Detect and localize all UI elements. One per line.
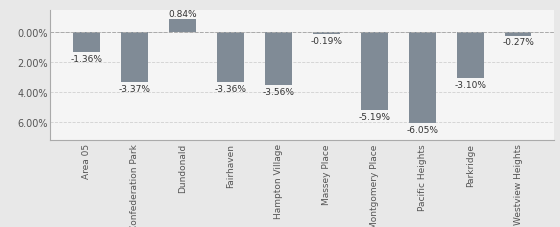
Bar (73, 32, 100, 53)
Bar (457, 32, 483, 79)
Bar (217, 32, 244, 83)
Bar (361, 32, 388, 111)
Text: -0.27%: -0.27% (502, 38, 534, 47)
Text: -0.19%: -0.19% (310, 37, 342, 46)
Text: 0.84%: 0.84% (168, 10, 197, 19)
Text: -5.19%: -5.19% (358, 112, 390, 121)
Bar (409, 32, 436, 123)
Bar (313, 32, 339, 35)
Text: -3.56%: -3.56% (263, 88, 295, 97)
Bar (505, 32, 531, 37)
Text: -1.36%: -1.36% (71, 55, 102, 64)
Text: -6.05%: -6.05% (407, 125, 438, 134)
Bar (169, 20, 195, 32)
Text: -3.10%: -3.10% (454, 81, 486, 90)
Text: -3.37%: -3.37% (119, 85, 151, 94)
Text: -3.36%: -3.36% (214, 85, 246, 94)
Bar (265, 32, 292, 86)
Bar (122, 32, 148, 83)
